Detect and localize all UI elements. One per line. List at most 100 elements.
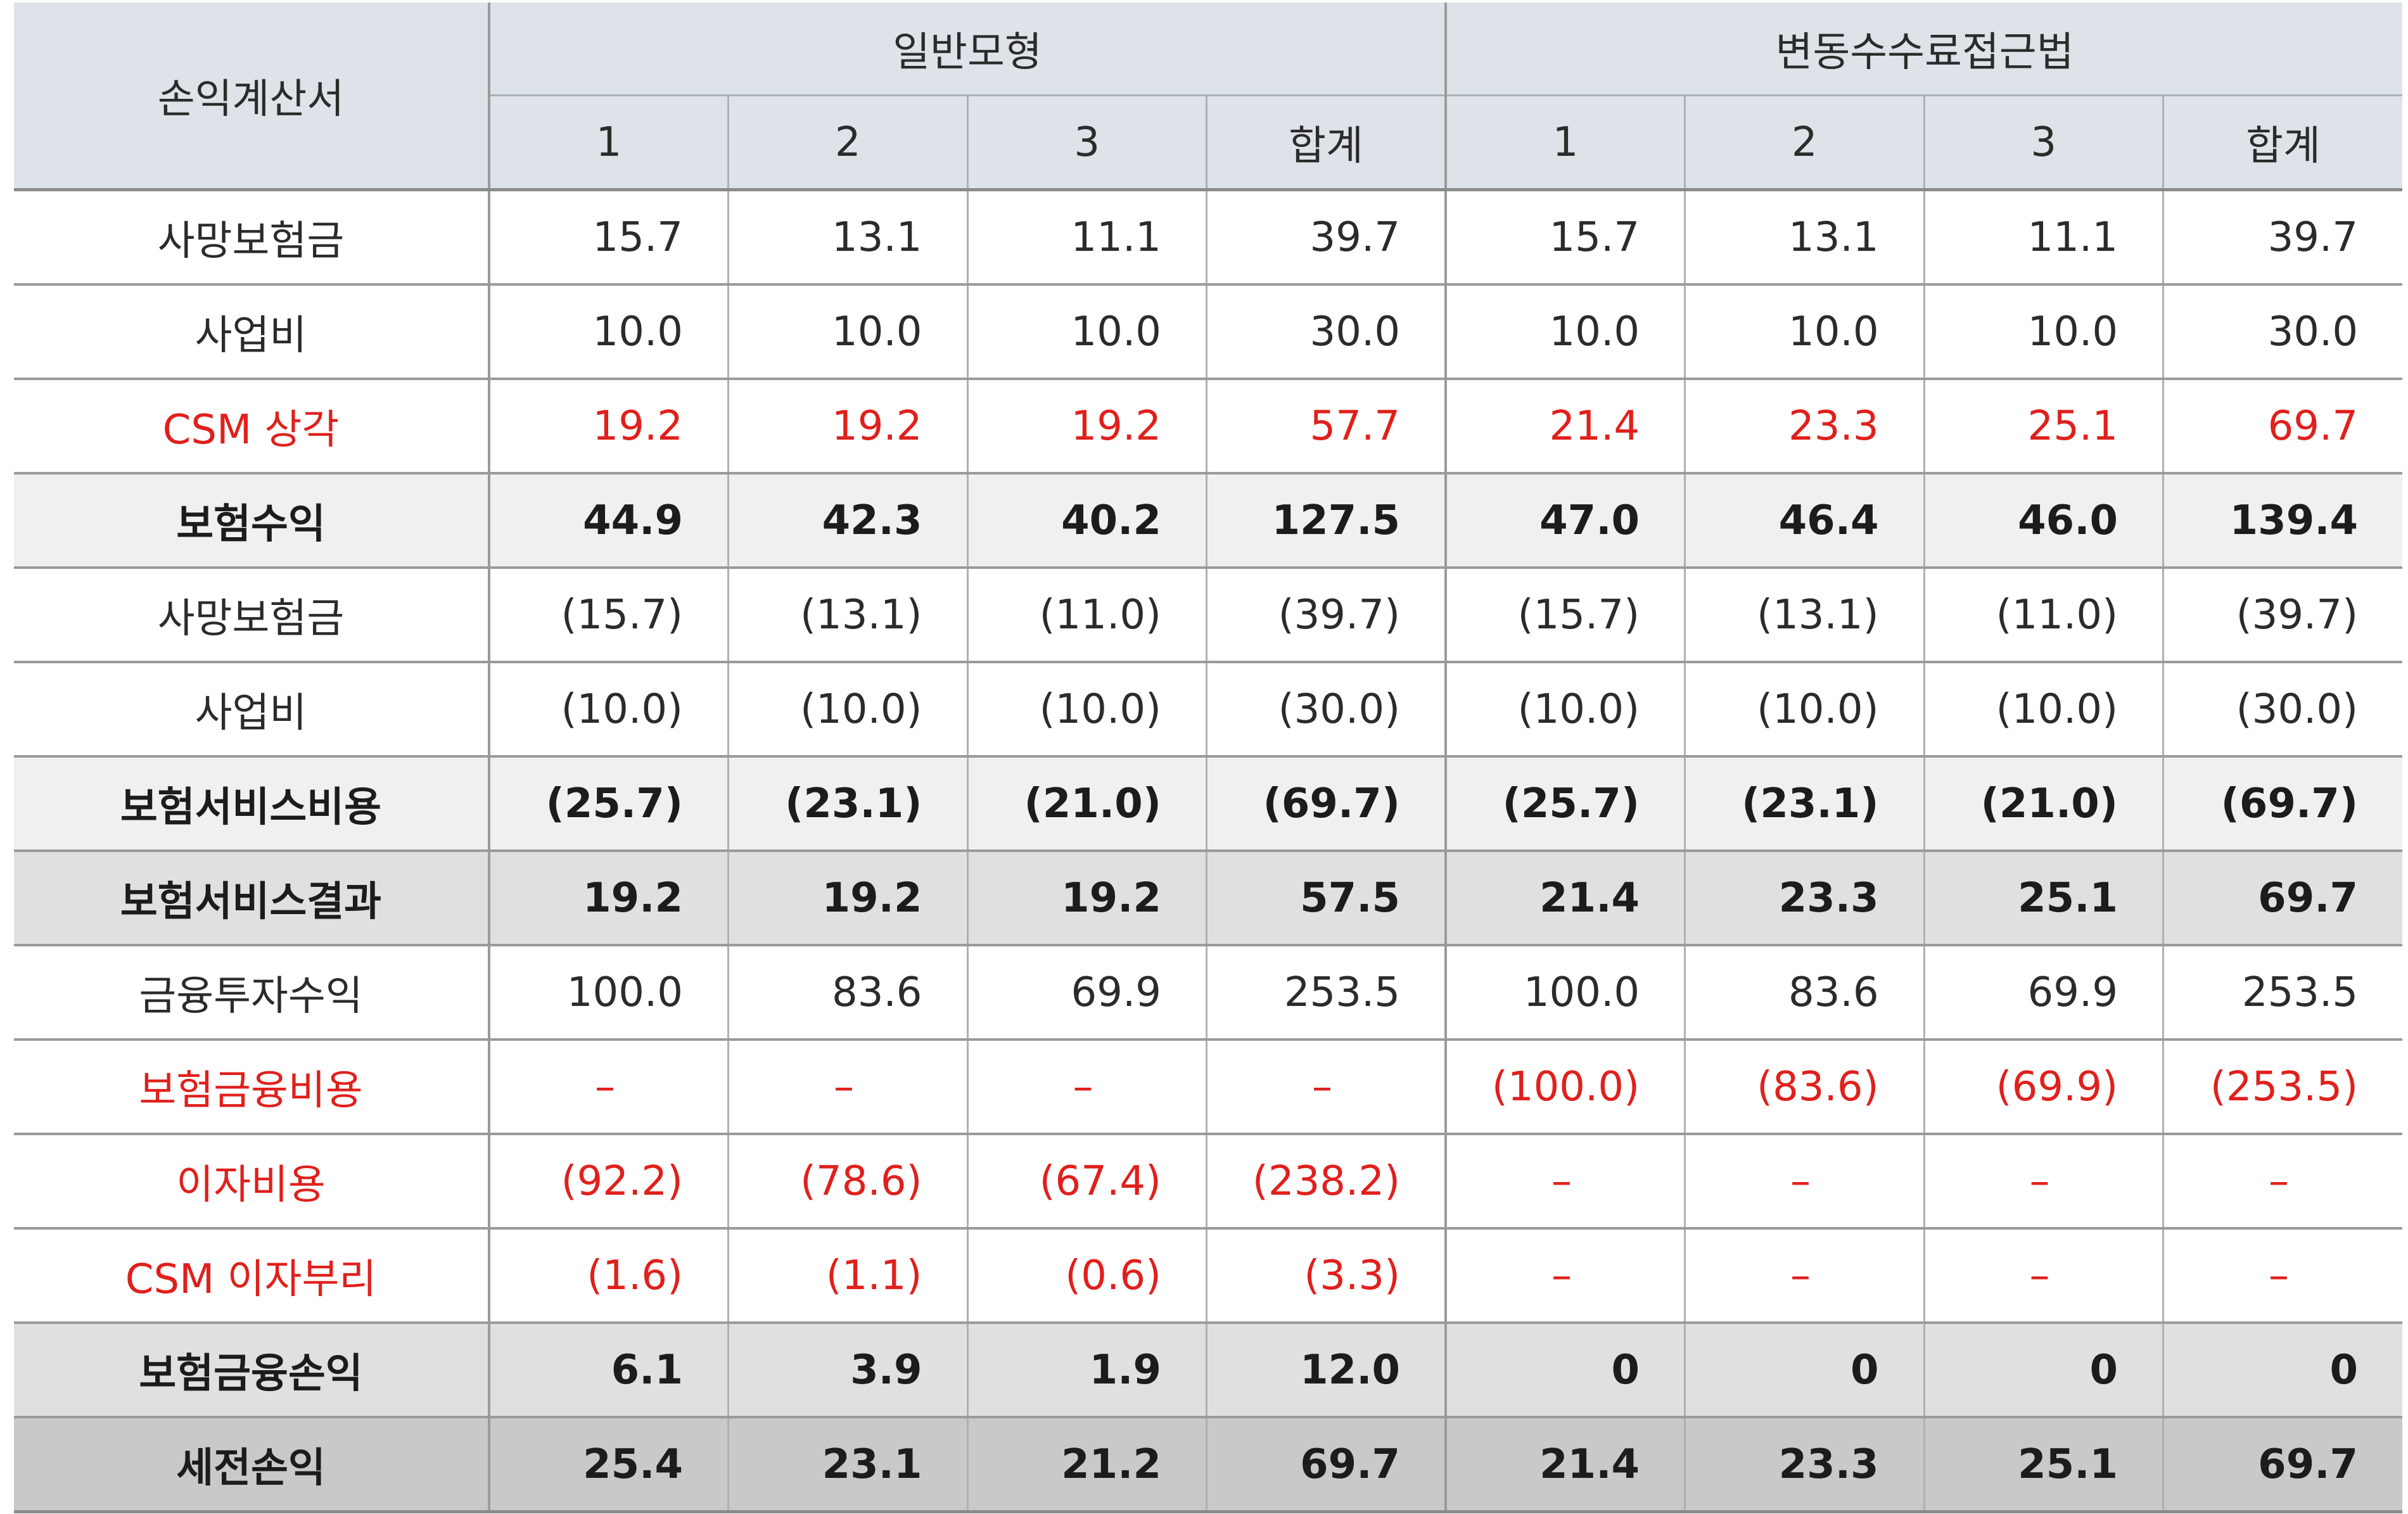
header-group-row: 손익계산서 일반모형 변동수수료접근법 — [14, 3, 2403, 191]
value-cell: 44.9 — [488, 473, 729, 569]
row-label: 사망보험금 — [14, 189, 489, 286]
value-cell: (1.1) — [727, 1228, 967, 1324]
value-cell: (21.0) — [1923, 756, 2163, 852]
value-cell: 19.2 — [488, 851, 729, 946]
sub-header-general-1: 1 — [488, 95, 729, 191]
income-statement-table-wrapper: 손익계산서 일반모형 변동수수료접근법 1 2 3 합계 1 2 3 합계 사망… — [14, 3, 2403, 1513]
value-cell: 23.3 — [1684, 1417, 1925, 1513]
value-cell: (83.6) — [1684, 1040, 1925, 1135]
sub-header-general-2: 2 — [727, 95, 967, 191]
value-cell: 10.0 — [488, 284, 729, 380]
value-cell: (15.7) — [1444, 568, 1685, 663]
value-cell: (11.0) — [966, 568, 1207, 663]
value-cell: 139.4 — [2162, 473, 2403, 569]
value-cell: 3.9 — [727, 1323, 967, 1418]
value-cell: 253.5 — [1206, 945, 1446, 1041]
value-cell: (0.6) — [966, 1228, 1207, 1324]
table-row: 사망보험금 (15.7) (13.1) (11.0) (39.7) (15.7) (13.1… — [14, 568, 2403, 663]
value-cell: (30.0) — [1206, 662, 1446, 758]
value-cell: 83.6 — [727, 945, 967, 1041]
value-cell: 0 — [1444, 1323, 1685, 1418]
table-row: 금융투자수익 100.0 83.6 69.9 253.5 100.0 83.6 69.9 253… — [14, 945, 2403, 1041]
table-row: 사업비 (10.0) (10.0) (10.0) (30.0) (10.0) (10.0)(… — [14, 662, 2403, 758]
value-cell: – — [1444, 1134, 1685, 1230]
table-row: 사업비 10.0 10.0 10.0 30.0 10.0 10.0 10.0 30.0 — [14, 284, 2403, 380]
value-cell: 253.5 — [2162, 945, 2403, 1041]
row-label: 이자비용 — [14, 1134, 489, 1230]
value-cell: (13.1) — [727, 568, 967, 663]
value-cell: 69.7 — [2162, 379, 2403, 474]
income-statement-table: 손익계산서 일반모형 변동수수료접근법 1 2 3 합계 1 2 3 합계 사망… — [14, 3, 2403, 1513]
value-cell: 11.1 — [1923, 189, 2163, 286]
table-row: 보험서비스결과 19.2 19.2 19.2 57.5 21.4 23.3 25.1 69.7 — [14, 851, 2403, 946]
value-cell: (15.7) — [488, 568, 729, 663]
value-cell: 47.0 — [1444, 473, 1685, 569]
value-cell: (10.0) — [1923, 662, 2163, 758]
table-row: 보험서비스비용 (25.7) (23.1) (21.0) (69.7) (25.7) (23… — [14, 756, 2403, 852]
row-label: 보험금융손익 — [14, 1323, 489, 1418]
value-cell: 25.4 — [488, 1417, 729, 1513]
value-cell: 15.7 — [1444, 189, 1685, 286]
table-row: 보험수익 44.9 42.3 40.2 127.5 47.0 46.4 46.0 139.4 — [14, 473, 2403, 569]
value-cell: 10.0 — [727, 284, 967, 380]
value-cell: 10.0 — [1444, 284, 1685, 380]
value-cell: 19.2 — [727, 851, 967, 946]
value-cell: 19.2 — [966, 379, 1207, 474]
value-cell: 21.4 — [1444, 851, 1685, 946]
value-cell: 69.9 — [966, 945, 1207, 1041]
value-cell: 15.7 — [488, 189, 729, 286]
row-label: 사업비 — [14, 284, 489, 380]
value-cell: (69.7) — [2162, 756, 2403, 852]
sub-header-general-total: 합계 — [1206, 95, 1446, 191]
value-cell: – — [1684, 1228, 1925, 1324]
value-cell: 69.9 — [1923, 945, 2163, 1041]
value-cell: (10.0) — [966, 662, 1207, 758]
value-cell: 11.1 — [966, 189, 1207, 286]
value-cell: (39.7) — [2162, 568, 2403, 663]
row-label: 보험서비스비용 — [14, 756, 489, 852]
value-cell: 39.7 — [1206, 189, 1446, 286]
value-cell: (69.9) — [1923, 1040, 2163, 1135]
value-cell: 57.7 — [1206, 379, 1446, 474]
value-cell: 10.0 — [966, 284, 1207, 380]
value-cell: 0 — [1684, 1323, 1925, 1418]
value-cell: (100.0) — [1444, 1040, 1685, 1135]
value-cell: 10.0 — [1684, 284, 1925, 380]
value-cell: 19.2 — [966, 851, 1207, 946]
value-cell: (253.5) — [2162, 1040, 2403, 1135]
value-cell: 100.0 — [488, 945, 729, 1041]
value-cell: (23.1) — [727, 756, 967, 852]
value-cell: (92.2) — [488, 1134, 729, 1230]
value-cell: 69.7 — [1206, 1417, 1446, 1513]
value-cell: 83.6 — [1684, 945, 1925, 1041]
value-cell: 6.1 — [488, 1323, 729, 1418]
value-cell: 13.1 — [1684, 189, 1925, 286]
table-header: 손익계산서 일반모형 변동수수료접근법 1 2 3 합계 1 2 3 합계 — [14, 3, 2403, 191]
table-body: 사망보험금 15.7 13.1 11.1 39.7 15.7 13.1 11.1 39.7 사업비… — [14, 189, 2403, 1513]
value-cell: 30.0 — [2162, 284, 2403, 380]
value-cell: 0 — [2162, 1323, 2403, 1418]
row-label: 보험금융비용 — [14, 1040, 489, 1135]
value-cell: (10.0) — [1684, 662, 1925, 758]
value-cell: 127.5 — [1206, 473, 1446, 569]
header-sub-row: 1 2 3 합계 1 2 3 합계 — [14, 95, 2403, 191]
value-cell: (78.6) — [727, 1134, 967, 1230]
value-cell: (21.0) — [966, 756, 1207, 852]
table-row: 세전손익 25.4 23.1 21.2 69.7 21.4 23.3 25.1 69.7 — [14, 1417, 2403, 1513]
sub-header-vfa-2: 2 — [1684, 95, 1925, 191]
value-cell: 57.5 — [1206, 851, 1446, 946]
value-cell: 25.1 — [1923, 851, 2163, 946]
value-cell: 25.1 — [1923, 1417, 2163, 1513]
row-label: 사망보험금 — [14, 568, 489, 663]
value-cell: (69.7) — [1206, 756, 1446, 852]
value-cell: 10.0 — [1923, 284, 2163, 380]
row-label: 사업비 — [14, 662, 489, 758]
value-cell: (25.7) — [1444, 756, 1685, 852]
value-cell: – — [1684, 1134, 1925, 1230]
value-cell: (1.6) — [488, 1228, 729, 1324]
value-cell: (10.0) — [488, 662, 729, 758]
sub-header-vfa-3: 3 — [1923, 95, 2163, 191]
group-header-general-model: 일반모형 — [487, 3, 1446, 96]
value-cell: 21.2 — [966, 1417, 1207, 1513]
value-cell: 12.0 — [1206, 1323, 1446, 1418]
